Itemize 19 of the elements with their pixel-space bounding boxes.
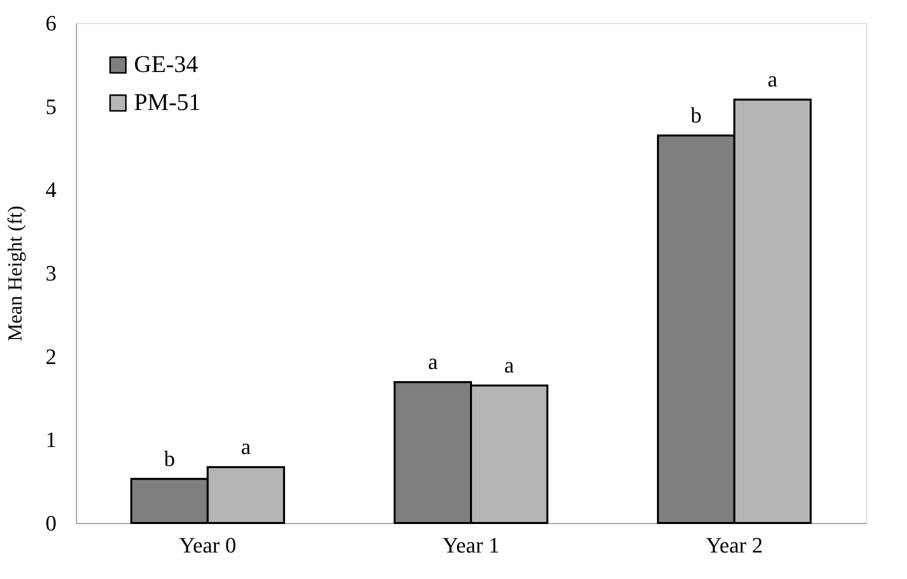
legend-label: PM-51 [134, 90, 201, 116]
annotation: b [690, 102, 702, 128]
x-tick-label: Year 0 [179, 532, 236, 558]
y-tick-label: 1 [46, 427, 56, 452]
legend-label: GE-34 [134, 52, 198, 78]
annotation: b [164, 446, 175, 471]
annotation: a [504, 352, 514, 378]
y-tick-label: 2 [46, 344, 56, 369]
annotation: a [428, 349, 438, 374]
y-tick-label: 4 [46, 177, 56, 202]
annotation: a [768, 66, 778, 92]
y-tick-label: 6 [46, 10, 56, 36]
x-tick-label: Year 1 [442, 532, 500, 558]
x-tick-label: Year 2 [706, 532, 763, 558]
y-tick-label: 5 [46, 94, 56, 119]
annotation: a [240, 434, 251, 460]
y-tick-label: 0 [46, 510, 56, 536]
y-tick-label: 3 [46, 260, 56, 286]
y-axis-title: Mean Height (ft) [4, 206, 26, 342]
